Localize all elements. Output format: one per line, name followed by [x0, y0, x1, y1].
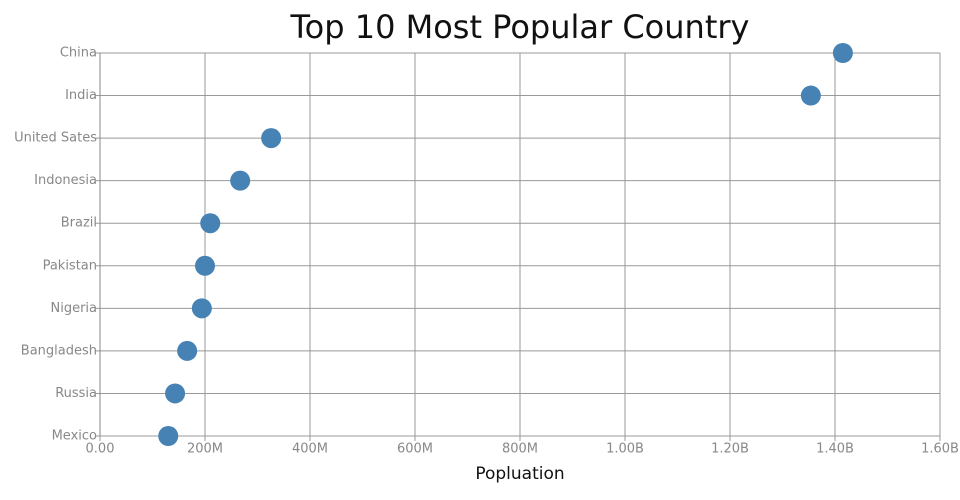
- x-tick-label: 1.60B: [921, 442, 959, 457]
- dot: [165, 383, 186, 404]
- x-tick-label: 1.00B: [606, 442, 644, 457]
- x-tick-label: 0.00: [86, 442, 115, 457]
- y-tick-label: India: [65, 88, 97, 103]
- y-tick-label: Nigeria: [50, 301, 97, 316]
- y-tick-label: Bangladesh: [21, 343, 97, 358]
- dot: [191, 298, 212, 319]
- x-tick-label: 600M: [397, 442, 433, 457]
- y-tick-label: China: [60, 46, 97, 61]
- x-axis-label: Popluation: [475, 464, 564, 484]
- y-tick-label: Russia: [55, 386, 97, 401]
- x-tick-label: 1.40B: [816, 442, 854, 457]
- x-tick-label: 1.20B: [711, 442, 749, 457]
- y-tick-label: United Sates: [14, 131, 97, 146]
- dot: [158, 426, 179, 446]
- x-tick-label: 200M: [187, 442, 223, 457]
- dot: [832, 43, 853, 63]
- dot: [800, 85, 821, 106]
- y-tick-label: Pakistan: [43, 258, 97, 273]
- dot: [261, 128, 282, 149]
- y-tick-label: Indonesia: [34, 173, 97, 188]
- chart-title: Top 10 Most Popular Country: [290, 8, 750, 46]
- x-tick-label: 800M: [502, 442, 538, 457]
- y-tick-label: Brazil: [61, 216, 97, 231]
- dot: [230, 170, 251, 191]
- y-tick-label: Mexico: [52, 429, 97, 444]
- dot: [195, 255, 215, 276]
- dot: [200, 213, 221, 234]
- x-tick-label: 400M: [292, 442, 328, 457]
- dot: [177, 340, 198, 361]
